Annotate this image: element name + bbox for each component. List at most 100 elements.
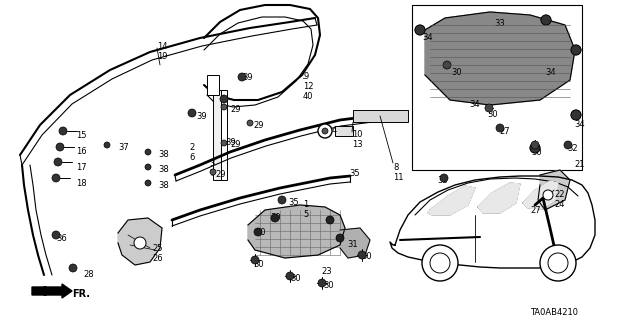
Circle shape [318, 279, 326, 287]
Circle shape [440, 174, 448, 182]
Text: 25
26: 25 26 [152, 244, 163, 263]
Text: 37: 37 [118, 143, 129, 152]
Text: 34: 34 [422, 33, 433, 42]
Circle shape [336, 234, 344, 242]
Circle shape [145, 149, 151, 155]
Circle shape [530, 143, 540, 153]
Circle shape [145, 164, 151, 170]
Text: 8
11: 8 11 [393, 163, 403, 182]
Circle shape [358, 251, 366, 259]
Text: 20: 20 [255, 228, 266, 237]
Text: 27: 27 [530, 206, 541, 215]
Polygon shape [428, 186, 475, 215]
Text: 17: 17 [76, 163, 86, 172]
Text: 39: 39 [242, 73, 253, 82]
Text: 39: 39 [196, 112, 207, 121]
Circle shape [531, 141, 539, 149]
Circle shape [571, 45, 581, 55]
Text: 33: 33 [437, 176, 448, 185]
Text: FR.: FR. [72, 289, 90, 299]
Circle shape [564, 141, 572, 149]
Circle shape [548, 253, 568, 273]
Circle shape [145, 180, 151, 186]
Circle shape [221, 140, 227, 146]
Circle shape [52, 174, 60, 182]
Text: 3
7: 3 7 [209, 159, 214, 178]
Circle shape [326, 216, 334, 224]
Text: 39: 39 [225, 138, 236, 147]
Polygon shape [425, 12, 575, 105]
Polygon shape [478, 183, 520, 213]
Circle shape [221, 104, 227, 110]
Text: 30: 30 [290, 274, 301, 283]
Circle shape [69, 264, 77, 272]
Circle shape [134, 237, 146, 249]
Polygon shape [248, 205, 345, 258]
Circle shape [530, 143, 540, 153]
Text: 34: 34 [545, 68, 556, 77]
Circle shape [430, 253, 450, 273]
Circle shape [571, 45, 581, 55]
Polygon shape [340, 228, 370, 258]
Text: 2
6: 2 6 [189, 143, 195, 162]
Text: 29: 29 [253, 121, 264, 130]
Text: 23: 23 [321, 267, 332, 276]
Text: 18: 18 [76, 179, 86, 188]
Text: 40: 40 [303, 92, 314, 101]
Text: 30: 30 [361, 252, 372, 261]
Circle shape [56, 143, 64, 151]
Circle shape [54, 158, 62, 166]
Circle shape [571, 110, 581, 120]
Circle shape [541, 15, 551, 25]
Circle shape [271, 214, 279, 222]
Text: 14
19: 14 19 [157, 42, 168, 61]
Text: 38: 38 [158, 181, 169, 190]
Text: 30: 30 [323, 281, 333, 290]
Circle shape [220, 95, 228, 103]
Text: 29: 29 [230, 140, 241, 149]
Text: 1
5: 1 5 [303, 200, 308, 219]
Polygon shape [118, 218, 162, 265]
Circle shape [318, 124, 332, 138]
Circle shape [485, 104, 493, 112]
Circle shape [443, 61, 451, 69]
Text: 27: 27 [499, 127, 509, 136]
Text: 30: 30 [487, 110, 498, 119]
Text: 29: 29 [215, 170, 225, 179]
Circle shape [251, 256, 259, 264]
Text: 35: 35 [288, 198, 299, 207]
Text: 4: 4 [332, 126, 337, 135]
Text: 21: 21 [574, 160, 584, 169]
Circle shape [415, 25, 425, 35]
Circle shape [540, 245, 576, 281]
Text: 33: 33 [494, 19, 505, 28]
Polygon shape [538, 170, 570, 210]
Text: 30: 30 [270, 213, 280, 222]
Text: 16: 16 [76, 147, 86, 156]
Circle shape [188, 109, 196, 117]
Circle shape [543, 190, 553, 200]
Text: 38: 38 [158, 150, 169, 159]
Circle shape [496, 124, 504, 132]
Circle shape [415, 25, 425, 35]
Circle shape [210, 169, 216, 175]
Text: TA0AB4210: TA0AB4210 [530, 308, 578, 317]
Text: 22
24: 22 24 [554, 190, 564, 209]
Circle shape [104, 142, 110, 148]
Circle shape [322, 128, 328, 134]
Text: 34: 34 [574, 120, 584, 129]
Text: 30: 30 [531, 148, 541, 157]
Polygon shape [523, 181, 558, 209]
Text: 35: 35 [349, 169, 360, 178]
Bar [221, 90, 227, 180]
Circle shape [254, 228, 262, 236]
Text: 34: 34 [469, 100, 479, 109]
Circle shape [541, 15, 551, 25]
Circle shape [286, 272, 294, 280]
Bar [213, 90, 221, 180]
Bar [353, 110, 408, 122]
Text: 30: 30 [451, 68, 461, 77]
Circle shape [52, 231, 60, 239]
Text: 38: 38 [158, 165, 169, 174]
Text: 9
12: 9 12 [303, 72, 314, 91]
